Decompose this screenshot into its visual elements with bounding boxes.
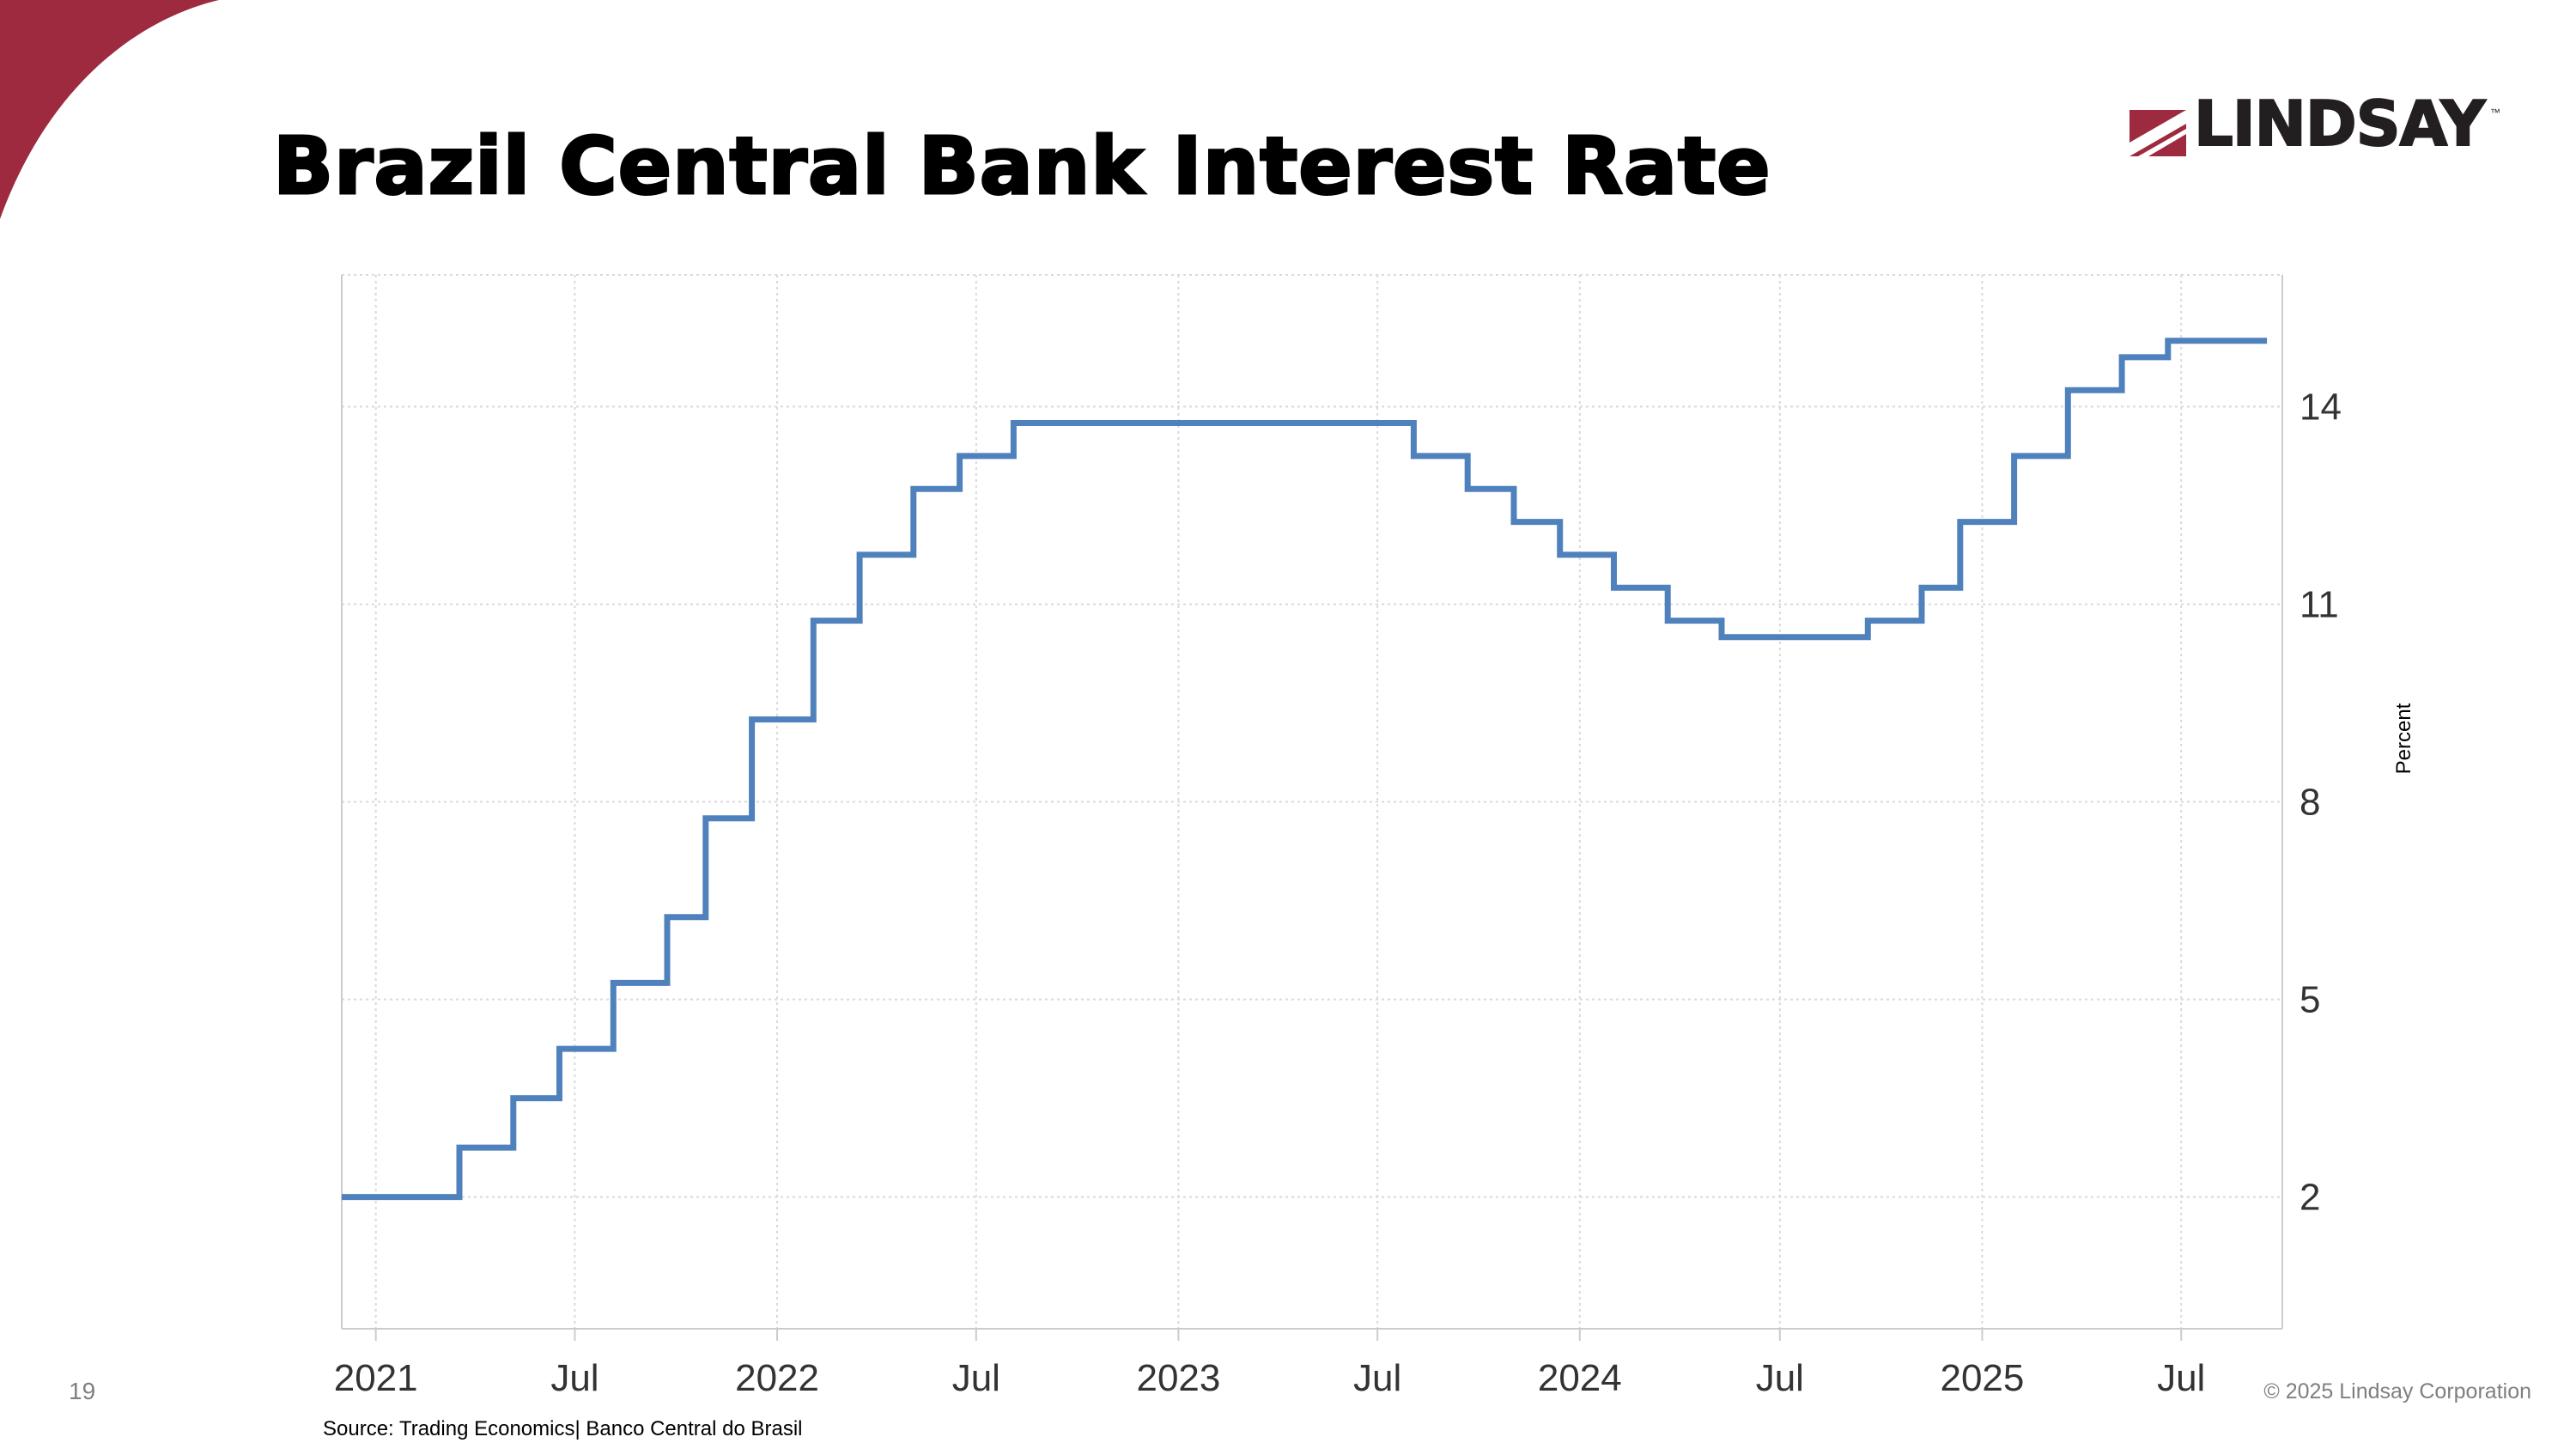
- x-tick-label: Jul: [1353, 1357, 1401, 1399]
- y-tick-label: 5: [2300, 979, 2320, 1021]
- x-tick-label: 2023: [1136, 1357, 1220, 1399]
- x-tick-label: Jul: [952, 1357, 1000, 1399]
- x-tick-labels: 2021 Jul 2022 Jul 2023 Jul 2024 Jul 2025 Jul: [334, 1357, 2206, 1399]
- slide-title: Brazil Central Bank Interest Rate: [271, 119, 1771, 214]
- corner-accent-shape: [0, 0, 219, 219]
- copyright-notice: © 2025 Lindsay Corporation: [2263, 1379, 2531, 1403]
- logo-trademark: ™: [2490, 107, 2500, 119]
- y-tick-label: 11: [2300, 583, 2339, 625]
- y-tick-label: 14: [2300, 386, 2342, 428]
- y-tick-label: 8: [2300, 782, 2320, 824]
- x-tick-label: 2022: [735, 1357, 819, 1399]
- lindsay-logo-mark-icon: [2129, 110, 2186, 156]
- x-tick-label: 2021: [334, 1357, 418, 1399]
- source-note: Source: Trading Economics| Banco Central…: [323, 1417, 803, 1440]
- chart-axes: [341, 275, 2283, 1341]
- x-tick-label: 2025: [1940, 1357, 2024, 1399]
- x-tick-label: Jul: [550, 1357, 598, 1399]
- y-tick-labels: 2 5 8 11 14: [2300, 386, 2342, 1218]
- series-line-0: [342, 338, 2268, 1201]
- x-tick-label: Jul: [2157, 1357, 2205, 1399]
- page-number: 19: [69, 1378, 96, 1404]
- x-tick-label: 2024: [1538, 1357, 1622, 1399]
- chart-grid: [342, 274, 2282, 1329]
- y-axis-title: Percent: [2392, 703, 2415, 775]
- chart-series: [342, 338, 2268, 1201]
- lindsay-logo: LINDSAY ™: [2129, 92, 2507, 163]
- x-tick-label: Jul: [1756, 1357, 1804, 1399]
- logo-wordmark: LINDSAY: [2193, 88, 2487, 160]
- y-tick-label: 2: [2300, 1177, 2320, 1219]
